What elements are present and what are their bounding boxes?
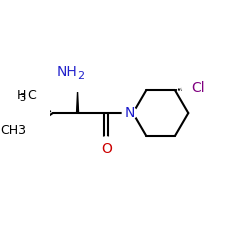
- Text: 3: 3: [19, 93, 25, 103]
- Polygon shape: [76, 92, 78, 113]
- Text: N: N: [125, 106, 135, 120]
- Ellipse shape: [182, 83, 201, 94]
- Ellipse shape: [66, 73, 89, 84]
- Text: 2: 2: [78, 71, 85, 81]
- Text: H: H: [17, 90, 26, 102]
- Text: CH3: CH3: [0, 124, 26, 137]
- Text: Cl: Cl: [191, 81, 205, 95]
- Ellipse shape: [99, 137, 114, 148]
- Text: O: O: [101, 142, 112, 156]
- Ellipse shape: [122, 108, 138, 119]
- Text: NH: NH: [57, 65, 78, 79]
- Ellipse shape: [14, 125, 38, 136]
- Ellipse shape: [14, 90, 38, 102]
- Text: C: C: [27, 90, 36, 102]
